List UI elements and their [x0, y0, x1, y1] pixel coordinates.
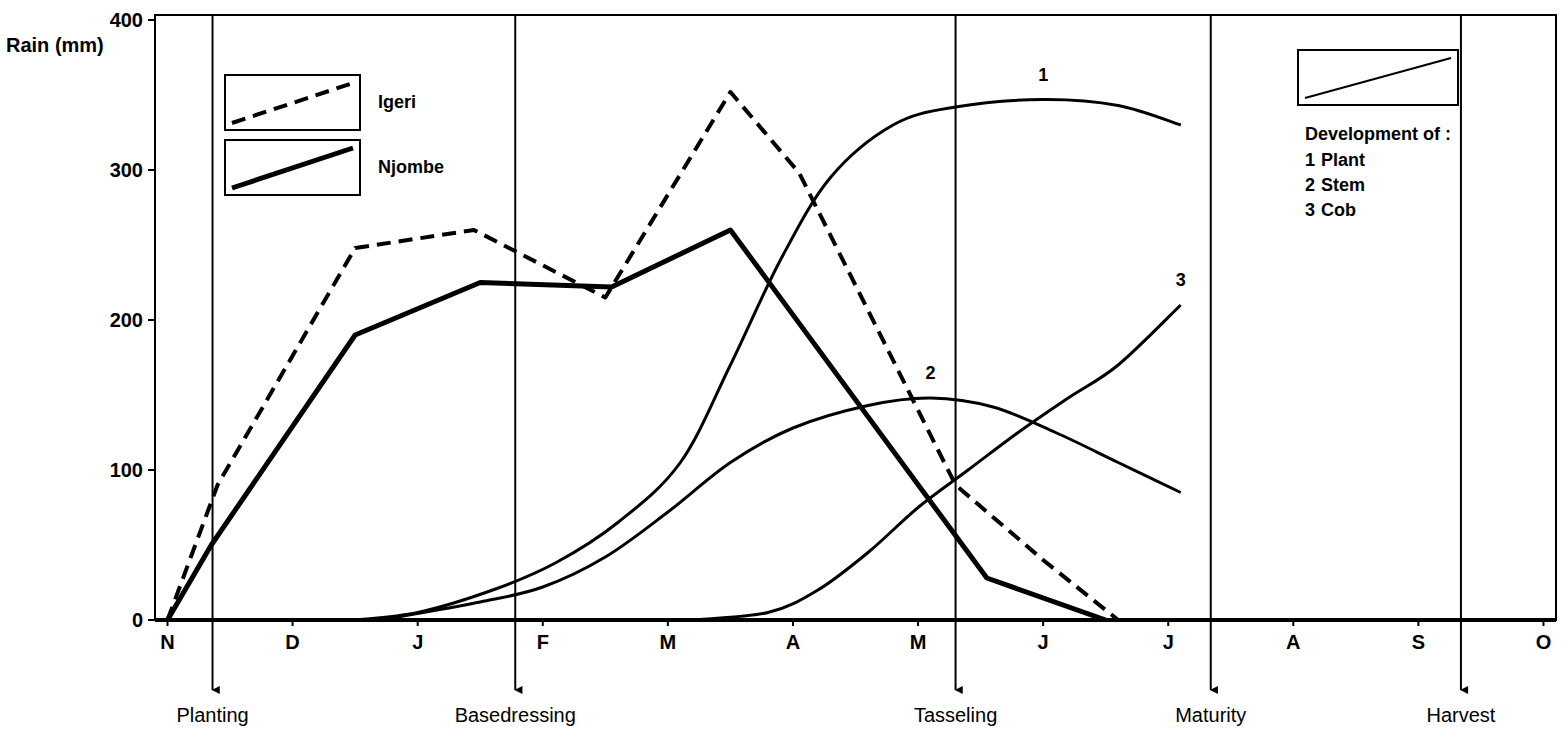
legend-name: Stem: [1321, 175, 1365, 195]
legend-box: [225, 140, 360, 195]
y-tick-label: 300: [110, 159, 143, 181]
y-tick: [148, 19, 155, 21]
y-tick: [148, 169, 155, 171]
legend-swatch: [232, 83, 353, 123]
x-tick-label: D: [285, 631, 299, 653]
legend-box: [1298, 50, 1458, 105]
legend-number: 2: [1305, 175, 1315, 195]
label-patch: [1035, 64, 1051, 84]
rainfall-line: [168, 230, 1106, 620]
legend-number: 3: [1305, 200, 1315, 220]
chart: 0 100 200 300 400 Rain (mm) N D J F M A M J J A S O Planti…: [0, 0, 1563, 733]
legend-box: [225, 75, 360, 130]
y-tick: [148, 469, 155, 471]
label-patch: [923, 362, 939, 382]
x-tick-label: M: [910, 631, 927, 653]
y-tick-label: 400: [110, 9, 143, 31]
x-tick-label: M: [660, 631, 677, 653]
legend-label: Njombe: [378, 157, 444, 177]
event-line: [1210, 16, 1212, 690]
y-tick: [148, 319, 155, 321]
legend-swatch: [1305, 58, 1451, 98]
y-tick-label: 100: [110, 459, 143, 481]
curve-label: 2: [926, 363, 936, 383]
x-tick-label: J: [412, 631, 423, 653]
legend-label: 2 Stem: [1305, 175, 1365, 195]
y-tick-label: 200: [110, 309, 143, 331]
event-label: Harvest: [1426, 704, 1495, 726]
y-tick: [148, 619, 155, 621]
event-label: Planting: [176, 704, 248, 726]
legend-title: Development of :: [1305, 124, 1451, 144]
label-patch: [1173, 269, 1189, 289]
rainfall-line: [168, 92, 1119, 620]
legend-name: Cob: [1321, 200, 1356, 220]
series-group: [168, 92, 1181, 620]
event-line: [1460, 16, 1462, 690]
x-tick-label: A: [786, 631, 800, 653]
legend-label: Igeri: [378, 92, 416, 112]
x-tick-label: F: [537, 631, 549, 653]
event-line: [514, 16, 516, 690]
x-tick-label: O: [1536, 631, 1552, 653]
legend-label: 1 Plant: [1305, 150, 1365, 170]
legend-swatch: [232, 148, 353, 188]
legend-name: Plant: [1321, 150, 1365, 170]
y-axis-label: Rain (mm): [6, 34, 104, 56]
event-line: [955, 16, 957, 690]
event-label: Tasseling: [914, 704, 997, 726]
curve-label: 1: [1038, 65, 1048, 85]
event-label: Basedressing: [455, 704, 576, 726]
x-tick-label: J: [1163, 631, 1174, 653]
event-label: Maturity: [1175, 704, 1246, 726]
x-tick-label: S: [1412, 631, 1425, 653]
legend-number: 1: [1305, 150, 1315, 170]
curve-label: 3: [1176, 270, 1186, 290]
event-line: [212, 16, 214, 690]
legend-label: 3 Cob: [1305, 200, 1356, 220]
x-axis: [155, 618, 1556, 622]
y-tick-label: 0: [132, 609, 143, 631]
development-curve: [380, 398, 1181, 620]
plot-frame: [155, 15, 1556, 620]
x-tick-label: A: [1286, 631, 1300, 653]
development-curve: [355, 99, 1181, 620]
x-tick-label: N: [160, 631, 174, 653]
development-curve: [693, 305, 1181, 620]
x-tick-label: J: [1038, 631, 1049, 653]
